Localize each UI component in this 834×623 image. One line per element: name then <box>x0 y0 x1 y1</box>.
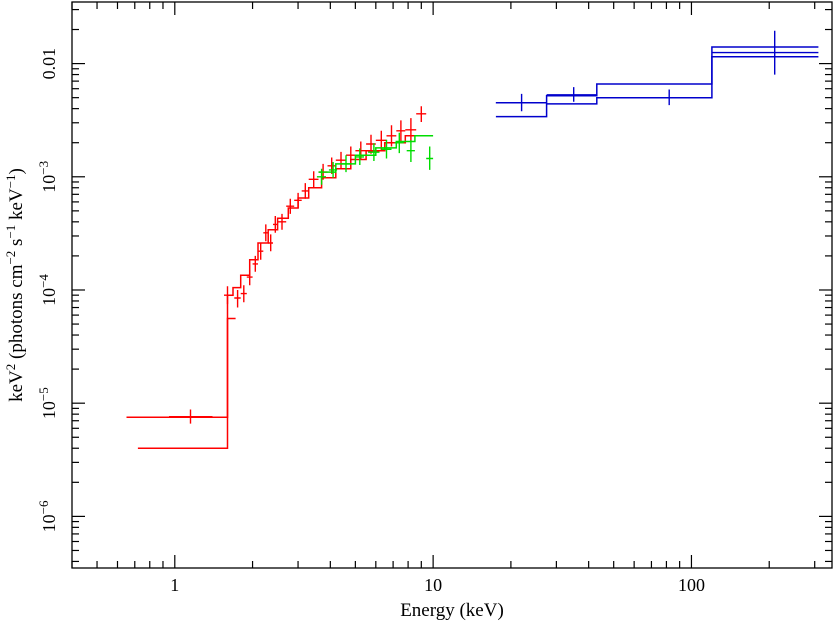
y-tick-label: 10−6 <box>36 500 59 532</box>
data-point-1-0 <box>316 168 326 185</box>
data-point-1-7 <box>406 140 415 162</box>
x-tick-label: 10 <box>424 575 442 595</box>
data-point-0-3 <box>240 285 247 303</box>
y-tick-label: 10−4 <box>36 274 59 306</box>
data-point-2-2 <box>596 89 712 106</box>
data-point-0-9 <box>273 216 278 233</box>
data-point-0-12 <box>294 192 302 208</box>
data-point-0-14 <box>308 171 319 188</box>
x-tick-label: 1 <box>170 575 179 595</box>
data-point-1-8 <box>426 146 434 170</box>
x-axis-label: Energy (keV) <box>400 600 504 621</box>
y-axis-label: keV2 (photons cm−2 s−1 keV−1) <box>3 168 27 402</box>
data-point-0-17 <box>335 151 346 169</box>
series-layer <box>126 30 819 449</box>
data-point-0-25 <box>416 106 427 122</box>
data-point-0-6 <box>258 243 264 260</box>
series-0-model-line-lower <box>137 317 236 449</box>
data-point-1-4 <box>368 143 380 161</box>
data-point-0-23 <box>396 120 406 142</box>
series-2-model-line-lower <box>495 46 819 118</box>
data-point-1-3 <box>355 148 364 165</box>
y-tick-label: 0.01 <box>39 48 59 80</box>
y-tick-label: 10−3 <box>36 161 59 193</box>
data-point-2-3 <box>711 30 819 75</box>
data-point-0-5 <box>252 255 258 272</box>
data-point-2-1 <box>546 87 597 102</box>
data-point-1-5 <box>381 139 392 159</box>
data-point-0-4 <box>246 270 253 286</box>
data-point-0-21 <box>375 130 387 151</box>
plot-frame <box>71 1 833 569</box>
data-point-1-6 <box>394 132 404 154</box>
x-tick-label: 100 <box>678 575 705 595</box>
data-point-0-1 <box>224 286 231 305</box>
data-point-0-0 <box>169 409 213 424</box>
y-tick-label: 10−5 <box>36 387 59 419</box>
data-point-0-16 <box>327 157 336 174</box>
data-point-0-8 <box>268 234 273 252</box>
data-point-0-7 <box>263 224 269 242</box>
data-point-0-24 <box>405 118 417 142</box>
data-point-0-11 <box>286 198 295 214</box>
data-point-0-10 <box>277 213 287 230</box>
tick-layer: 1 10 100 10−6 10−5 10−4 10−3 0.01 <box>36 2 832 595</box>
data-point-2-0 <box>495 93 547 112</box>
series-2 <box>495 30 819 118</box>
data-point-0-2 <box>234 290 241 308</box>
data-point-0-18 <box>346 146 356 164</box>
data-point-0-22 <box>386 125 397 147</box>
data-point-1-1 <box>328 162 338 178</box>
data-point-0-13 <box>301 183 309 199</box>
series-1 <box>316 132 434 185</box>
data-point-1-2 <box>341 155 351 173</box>
